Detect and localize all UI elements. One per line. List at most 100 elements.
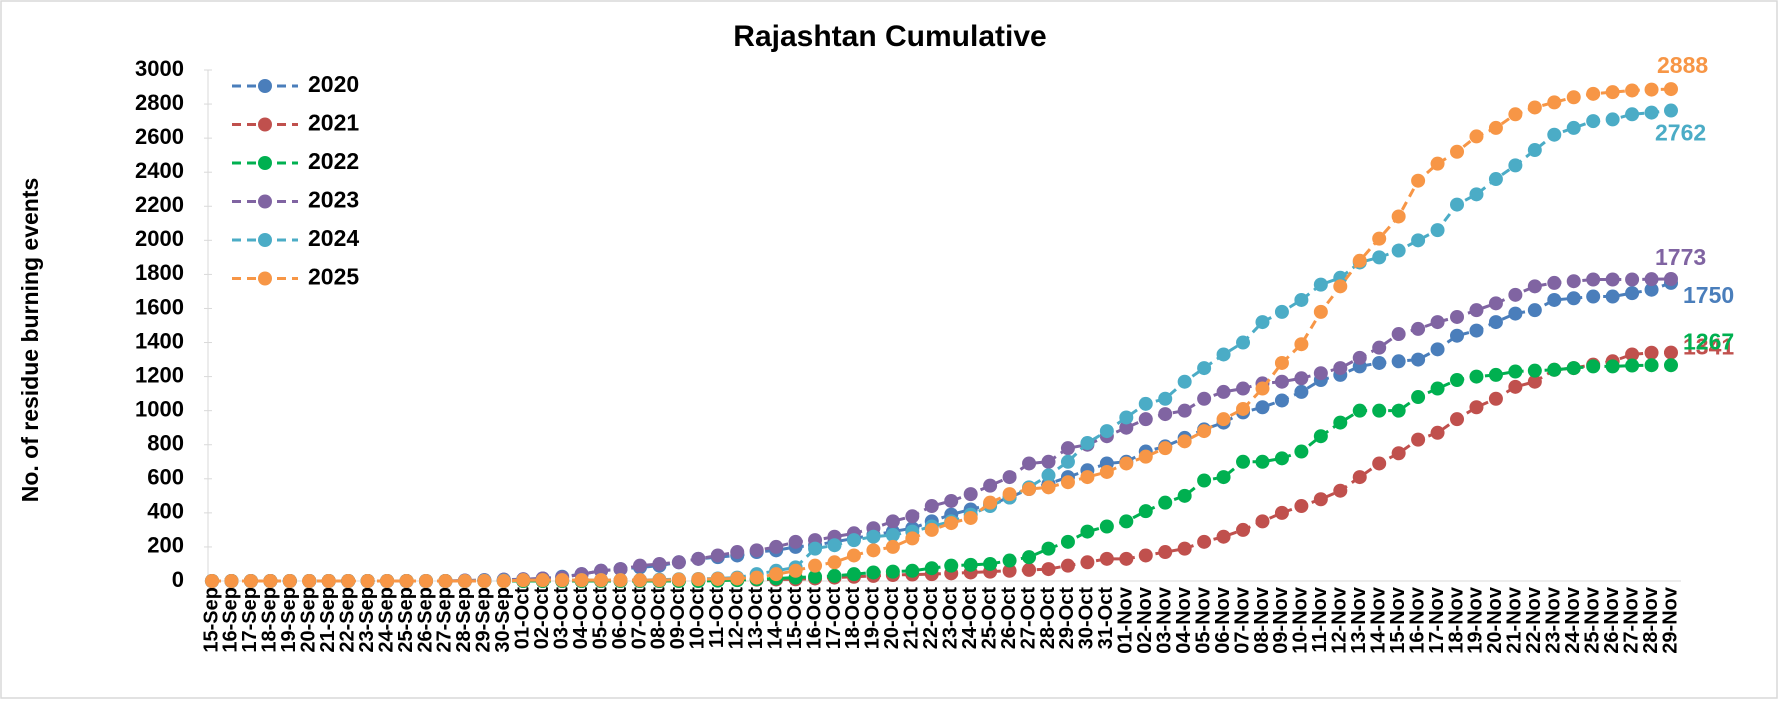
data-point xyxy=(205,574,219,588)
x-tick-label: 11-Oct xyxy=(706,587,728,648)
legend-marker xyxy=(258,233,272,247)
data-point xyxy=(1605,272,1620,287)
data-point xyxy=(691,572,706,587)
data-point xyxy=(1352,350,1367,365)
data-point xyxy=(1547,275,1562,290)
data-point xyxy=(1372,403,1387,418)
data-point xyxy=(1236,335,1251,350)
data-point xyxy=(1060,534,1075,549)
data-point xyxy=(1430,381,1445,396)
data-point xyxy=(1060,475,1075,490)
data-point xyxy=(1605,112,1620,127)
data-point xyxy=(1469,187,1484,202)
data-point xyxy=(1274,374,1289,389)
data-point xyxy=(1294,292,1309,307)
x-tick-label: 17-Sep xyxy=(239,587,261,653)
data-point xyxy=(1566,361,1581,376)
series-line xyxy=(212,87,1672,583)
y-tick-label: 800 xyxy=(147,431,184,456)
data-point xyxy=(613,573,628,588)
x-tick-label: 12-Oct xyxy=(726,587,748,650)
x-tick-label: 18-Sep xyxy=(259,587,281,653)
data-point xyxy=(866,529,881,544)
data-point xyxy=(1177,434,1192,449)
x-tick-label: 30-Oct xyxy=(1076,587,1098,650)
data-point xyxy=(1508,379,1523,394)
data-point xyxy=(1625,347,1640,362)
y-tick-label: 1000 xyxy=(135,396,184,421)
x-tick-label: 03-Oct xyxy=(550,587,572,650)
data-point xyxy=(1450,197,1465,212)
x-tick-label: 28-Nov xyxy=(1640,586,1662,654)
data-point xyxy=(1158,441,1173,456)
data-point xyxy=(1022,562,1037,577)
data-point xyxy=(1430,156,1445,171)
x-tick-label: 15-Nov xyxy=(1387,586,1409,654)
data-point xyxy=(1508,287,1523,302)
data-point xyxy=(1547,95,1562,110)
data-point xyxy=(1450,373,1465,388)
data-point xyxy=(1099,551,1114,566)
data-point xyxy=(1372,355,1387,370)
x-tick-label: 25-Nov xyxy=(1581,586,1603,654)
x-tick-label: 01-Oct xyxy=(512,587,534,650)
data-point xyxy=(1391,209,1406,224)
data-point xyxy=(924,522,939,537)
data-point xyxy=(1391,327,1406,342)
data-point xyxy=(574,573,589,588)
x-tick-label: 06-Nov xyxy=(1212,586,1234,654)
data-point xyxy=(1060,558,1075,573)
data-point xyxy=(1450,412,1465,427)
data-point xyxy=(730,571,745,586)
legend-marker xyxy=(258,156,272,170)
data-point xyxy=(1664,82,1678,97)
x-tick-label: 03-Nov xyxy=(1153,586,1175,654)
end-label: 1341 xyxy=(1683,334,1734,360)
data-point xyxy=(1119,420,1134,435)
data-point xyxy=(1508,364,1523,379)
data-point xyxy=(516,573,531,588)
data-point xyxy=(1216,384,1231,399)
x-tick-label: 22-Sep xyxy=(336,587,358,653)
data-point xyxy=(1625,83,1640,98)
data-point xyxy=(1644,82,1659,97)
legend-item: 2024 xyxy=(232,225,359,251)
x-tick-label: 22-Nov xyxy=(1523,586,1545,654)
data-point xyxy=(1041,541,1056,556)
data-point xyxy=(1080,470,1095,485)
data-point xyxy=(1313,277,1328,292)
x-tick-label: 27-Oct xyxy=(1017,587,1039,650)
data-point xyxy=(1158,391,1173,406)
data-point xyxy=(1080,436,1095,451)
data-point xyxy=(1527,279,1542,294)
data-point xyxy=(360,574,375,588)
y-tick-label: 2400 xyxy=(135,158,184,183)
legend-item: 2025 xyxy=(232,264,359,290)
y-tick-label: 2200 xyxy=(135,192,184,217)
y-axis-label: No. of residue burning events xyxy=(17,178,43,503)
data-point xyxy=(1080,555,1095,570)
data-point xyxy=(1586,272,1601,287)
x-tick-label: 14-Oct xyxy=(764,587,786,650)
data-point xyxy=(1197,473,1212,488)
data-point xyxy=(1411,432,1426,447)
data-point xyxy=(613,562,628,577)
x-tick-label: 16-Nov xyxy=(1406,586,1428,654)
data-point xyxy=(1041,562,1056,577)
data-point xyxy=(1002,553,1017,568)
y-tick-label: 2000 xyxy=(135,226,184,251)
data-point xyxy=(1469,369,1484,384)
data-point xyxy=(1216,470,1231,485)
data-point xyxy=(1547,362,1562,377)
x-tick-label: 16-Sep xyxy=(220,587,242,653)
data-point xyxy=(983,495,998,510)
data-point xyxy=(380,574,395,588)
x-tick-label: 07-Oct xyxy=(628,587,650,650)
data-point xyxy=(1566,274,1581,289)
data-point xyxy=(1586,359,1601,374)
data-point xyxy=(710,548,725,563)
x-tick-label: 17-Oct xyxy=(823,587,845,650)
data-point xyxy=(1527,374,1542,389)
series xyxy=(205,82,1678,588)
data-point xyxy=(1391,243,1406,258)
